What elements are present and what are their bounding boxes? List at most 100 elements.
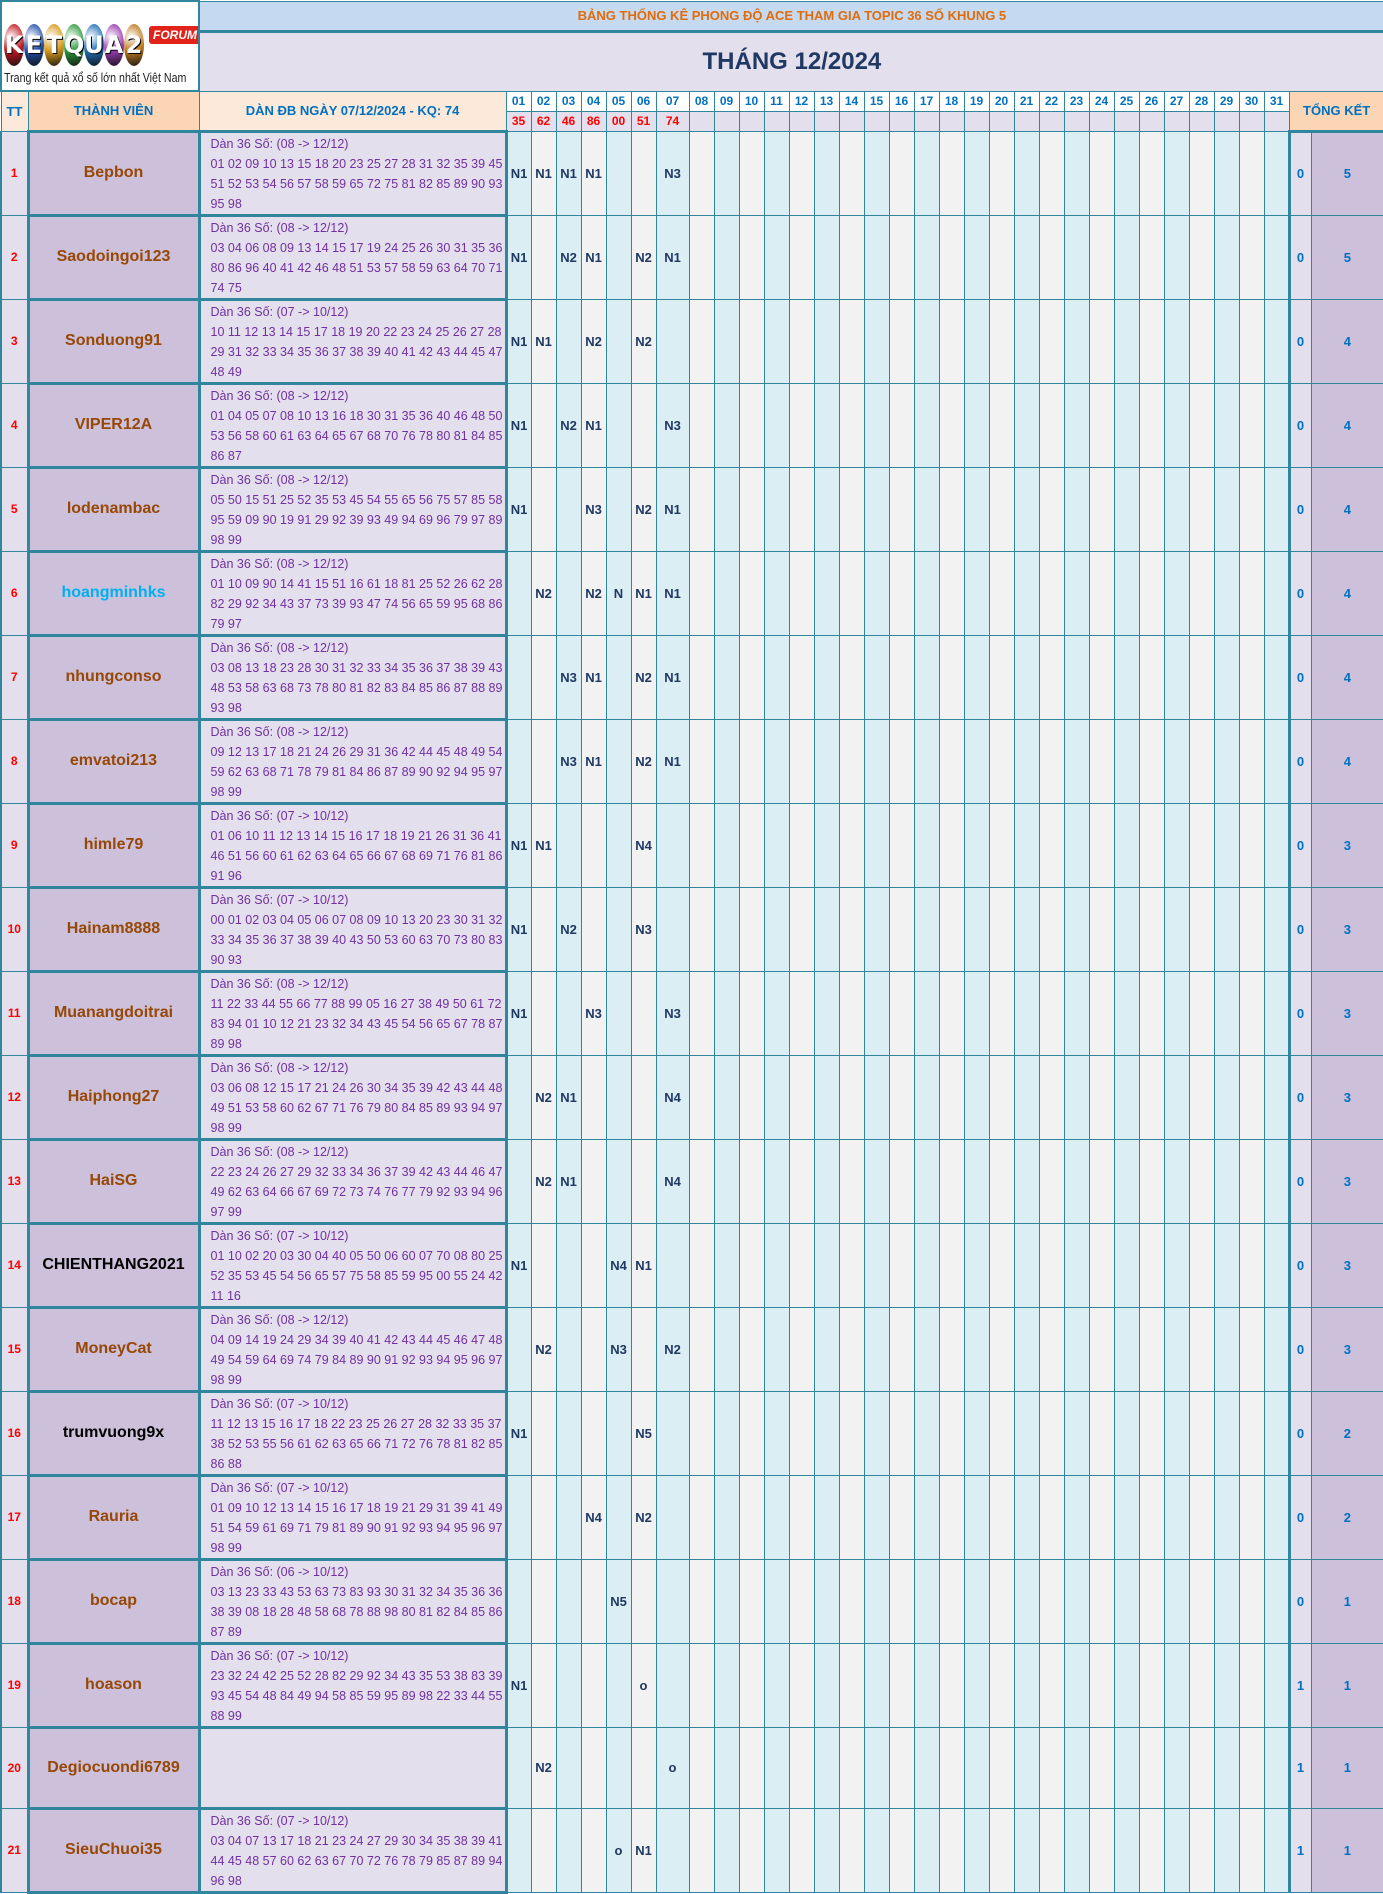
day-mark-cell	[1088, 1726, 1115, 1809]
member-name[interactable]: bocap	[26, 1557, 201, 1645]
member-name[interactable]: Haiphong27	[26, 1053, 201, 1141]
summary-count-1: 0	[1287, 1390, 1312, 1476]
day-mark-cell	[938, 1222, 965, 1308]
day-mark-cell	[1088, 1138, 1115, 1224]
day-mark-cell: N1	[580, 382, 607, 468]
day-mark-cell	[888, 1726, 915, 1809]
member-name[interactable]: hoason	[26, 1641, 201, 1729]
summary-count-2: 3	[1310, 1306, 1383, 1392]
day-mark-cell	[988, 1306, 1015, 1392]
member-name[interactable]: Degiocuondi6789	[26, 1725, 201, 1810]
member-name[interactable]: himle79	[26, 801, 201, 889]
day-mark-cell	[913, 1390, 940, 1476]
member-name[interactable]: Hainam8888	[26, 885, 201, 973]
day-mark-cell	[1038, 298, 1065, 384]
day-mark-cell	[1038, 550, 1065, 636]
member-name[interactable]: CHIENTHANG2021	[26, 1221, 201, 1309]
day-mark-cell	[988, 718, 1015, 804]
day-mark-cell	[1238, 382, 1265, 468]
day-mark-cell	[688, 1642, 715, 1728]
day-mark-cell	[580, 1807, 607, 1893]
day-mark-cell	[555, 802, 582, 888]
day-mark-cell	[1188, 1558, 1215, 1644]
member-name[interactable]: Saodoingoi123	[26, 213, 201, 301]
member-name[interactable]: MoneyCat	[26, 1305, 201, 1393]
day-mark-cell	[1038, 466, 1065, 552]
day-mark-cell	[1038, 634, 1065, 720]
day-mark-cell	[1263, 214, 1290, 300]
day-mark-cell	[1113, 1306, 1140, 1392]
member-name[interactable]: hoangminhks	[26, 549, 201, 637]
day-mark-cell	[988, 802, 1015, 888]
member-name[interactable]: HaiSG	[26, 1137, 201, 1225]
result-cell	[763, 110, 790, 132]
day-mark-cell	[1038, 802, 1065, 888]
day-mark-cell	[813, 1138, 840, 1224]
member-name[interactable]: SieuChuoi35	[26, 1806, 201, 1894]
row-number: 13	[0, 1138, 29, 1224]
row-number: 5	[0, 466, 29, 552]
day-mark-cell	[580, 1138, 607, 1224]
member-name[interactable]: nhungconso	[26, 633, 201, 721]
day-mark-cell	[863, 1558, 890, 1644]
day-mark-cell	[763, 1642, 790, 1728]
member-name[interactable]: Rauria	[26, 1473, 201, 1561]
day-header-16: 16	[888, 90, 915, 112]
day-mark-cell	[938, 1390, 965, 1476]
logo-letter-ball: U	[84, 24, 104, 66]
member-name[interactable]: Muanangdoitrai	[26, 969, 201, 1057]
day-mark-cell	[813, 1474, 840, 1560]
day-mark-cell	[788, 970, 815, 1056]
day-mark-cell	[788, 214, 815, 300]
day-mark-cell	[1088, 634, 1115, 720]
dan-numbers-cell: Dàn 36 Số: (08 -> 12/12) 11 22 33 44 55 6…	[197, 969, 508, 1057]
day-mark-cell: N1	[505, 886, 532, 972]
day-mark-cell: N2	[630, 634, 657, 720]
result-cell	[863, 110, 890, 132]
summary-count-1: 0	[1287, 634, 1312, 720]
day-mark-cell	[738, 634, 765, 720]
member-name[interactable]: VIPER12A	[26, 381, 201, 469]
day-header-20: 20	[988, 90, 1015, 112]
summary-count-1: 0	[1287, 1558, 1312, 1644]
day-mark-cell	[813, 466, 840, 552]
day-mark-cell	[763, 382, 790, 468]
day-mark-cell	[655, 802, 690, 888]
day-mark-cell	[1263, 1054, 1290, 1140]
day-mark-cell	[963, 802, 990, 888]
summary-count-1: 0	[1287, 1474, 1312, 1560]
dan-header: Dàn 36 Số: (08 -> 12/12)	[210, 1060, 349, 1075]
day-mark-cell	[1138, 802, 1165, 888]
day-mark-cell	[863, 214, 890, 300]
member-name[interactable]: Bepbon	[26, 129, 201, 217]
day-mark-cell	[630, 382, 657, 468]
day-mark-cell	[888, 214, 915, 300]
day-mark-cell	[1238, 1558, 1265, 1644]
day-mark-cell	[530, 1807, 557, 1893]
logo-tagline: Trang kết quả xổ số lớn nhất Việt Nam	[4, 70, 187, 85]
member-name[interactable]: trumvuong9x	[26, 1389, 201, 1477]
day-mark-cell: N2	[630, 718, 657, 804]
day-header-25: 25	[1113, 90, 1140, 112]
day-mark-cell: N2	[655, 1306, 690, 1392]
day-mark-cell	[913, 1642, 940, 1728]
member-name[interactable]: Sonduong91	[26, 297, 201, 385]
day-mark-cell	[1163, 1138, 1190, 1224]
day-header-13: 13	[813, 90, 840, 112]
day-header-23: 23	[1063, 90, 1090, 112]
day-mark-cell	[1113, 1726, 1140, 1809]
day-header-02: 02	[530, 90, 557, 112]
member-name[interactable]: lodenambac	[26, 465, 201, 553]
result-cell	[1238, 110, 1265, 132]
row-number: 10	[0, 886, 29, 972]
day-mark-cell	[688, 970, 715, 1056]
day-mark-cell: N2	[530, 550, 557, 636]
member-name[interactable]: emvatoi213	[26, 717, 201, 805]
dan-header: Dàn 36 Số: (08 -> 12/12)	[210, 136, 349, 151]
day-mark-cell	[838, 1726, 865, 1809]
result-cell: 00	[605, 110, 632, 132]
day-mark-cell	[1163, 550, 1190, 636]
summary-count-1: 0	[1287, 550, 1312, 636]
day-mark-cell	[913, 1306, 940, 1392]
